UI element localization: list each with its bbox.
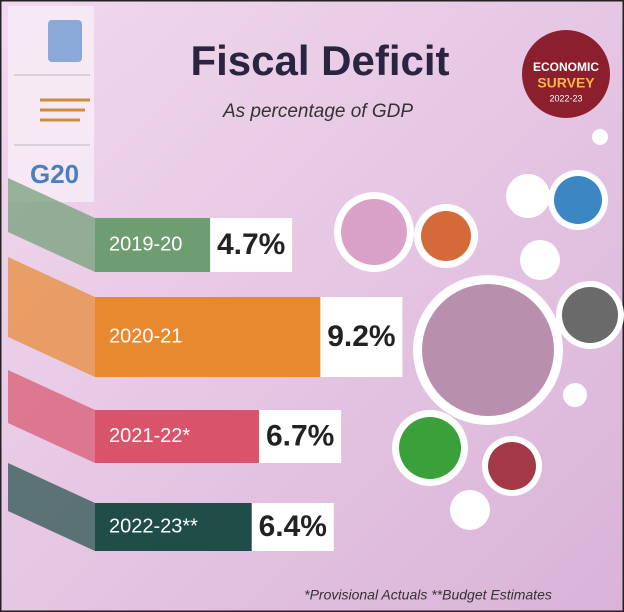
value-label: 9.2%	[327, 320, 395, 353]
value-label: 4.7%	[217, 228, 285, 261]
bar	[95, 503, 252, 551]
value-label: 6.4%	[259, 510, 327, 543]
g20-logo: G20	[30, 159, 79, 189]
badge-text: ECONOMIC	[533, 60, 599, 74]
bar	[95, 297, 321, 377]
pib-logo	[48, 20, 82, 62]
value-label: 6.7%	[266, 419, 334, 452]
footnote: *Provisional Actuals **Budget Estimates	[304, 587, 552, 603]
ribbon	[8, 178, 95, 272]
value-box	[251, 503, 334, 551]
category-label: 2019-20	[109, 233, 182, 255]
chart-title: Fiscal Deficit	[190, 37, 449, 84]
decor-bubbles	[334, 129, 624, 530]
azadi-logo	[40, 98, 90, 122]
badge	[522, 30, 610, 118]
bar	[95, 218, 211, 272]
value-box	[259, 410, 342, 463]
category-label: 2021-22*	[109, 425, 190, 447]
bar	[95, 410, 260, 463]
ribbon	[8, 370, 95, 463]
category-label: 2020-21	[109, 325, 182, 347]
badge-text: SURVEY	[537, 75, 595, 91]
ribbon	[8, 463, 95, 551]
badge-text: 2022-23	[549, 93, 582, 103]
category-label: 2022-23**	[109, 515, 198, 537]
subtitle: As percentage of GDP	[222, 101, 413, 122]
value-box	[320, 297, 403, 377]
value-box	[210, 218, 293, 272]
ribbon	[8, 257, 95, 377]
